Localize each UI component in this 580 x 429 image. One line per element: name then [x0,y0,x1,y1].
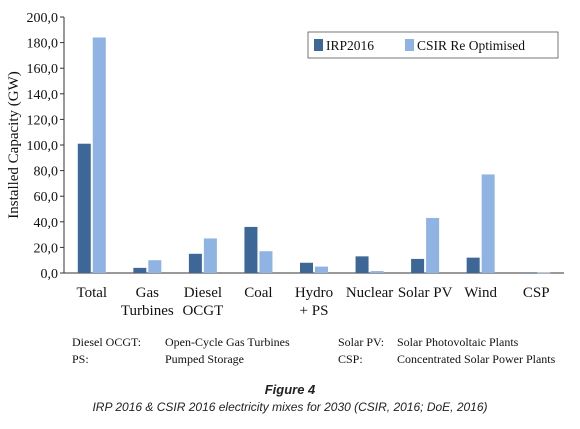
glossary-right: Solar PV: Solar Photovoltaic Plants CSP:… [338,334,555,368]
x-tick-label-line: + PS [300,303,329,319]
y-tick-label: 200,0 [27,11,59,26]
bar-irp2016 [244,226,258,273]
x-tick-label-line: Hydro [295,285,333,301]
bar-csir-re-optimised [426,217,440,273]
x-tick-label-line: Total [76,285,107,301]
bar-irp2016 [77,143,91,273]
bar-irp2016 [133,267,147,273]
glossary-meaning: Open-Cycle Gas Turbines [165,335,290,349]
x-tick-label-line: Nuclear [346,285,393,301]
x-tick-label-line: Solar PV [398,285,453,301]
y-tick-label: 160,0 [27,62,59,77]
x-tick-label-line: Wind [464,285,497,301]
figure-label: Figure 4 [264,382,316,397]
bar-csir-re-optimised [203,238,217,273]
glossary-item: Diesel OCGT: Open-Cycle Gas Turbines [72,334,290,351]
x-tick-label: CSP [523,285,550,301]
legend-label-csir: CSIR Re Optimised [417,38,525,53]
x-tick-label-line: Diesel [184,285,222,301]
bar-irp2016 [355,256,369,273]
bar-csir-re-optimised [370,271,384,273]
bar-irp2016 [411,258,425,273]
x-tick-label: Gas Turbines [121,285,174,319]
x-tick-label-line: Coal [244,285,272,301]
x-tick-label-line: OCGT [182,303,223,319]
x-tick-label-line: Gas [136,285,159,301]
bar-csir-re-optimised [537,272,551,274]
glossary-item: PS: Pumped Storage [72,351,290,368]
bar-csir-re-optimised [92,37,106,274]
glossary-meaning: Concentrated Solar Power Plants [397,352,556,366]
y-tick-label: 80,0 [34,165,59,180]
y-tick-label: 60,0 [34,190,59,205]
bar-csir-re-optimised [315,266,328,273]
legend: IRP2016 CSIR Re Optimised [307,31,559,59]
x-tick-label: Hydro + PS [295,285,333,319]
bar-irp2016 [188,253,202,273]
y-tick-label: 140,0 [27,88,59,103]
bar-csir-re-optimised [481,174,495,273]
glossary-abbr: Solar PV: [338,335,385,349]
figure-caption: IRP 2016 & CSIR 2016 electricity mixes f… [92,400,488,414]
glossary-meaning: Solar Photovoltaic Plants [397,335,519,349]
x-tick-label: Coal [244,285,272,301]
x-tick-label: Solar PV [398,285,453,301]
glossary-item: CSP: Concentrated Solar Power Plants [338,351,555,368]
legend-swatch-csir [405,39,414,51]
bar-irp2016 [300,262,313,273]
y-tick-label: 20,0 [34,241,59,256]
bar-irp2016 [466,257,480,273]
glossary-left: Diesel OCGT: Open-Cycle Gas Turbines PS:… [72,334,290,368]
x-tick-label-line: CSP [523,285,550,301]
legend-swatch-irp2016 [314,39,323,51]
bar-irp2016 [522,272,536,273]
legend-box [307,31,559,59]
legend-label-irp2016: IRP2016 [326,38,374,53]
x-tick-label: Diesel OCGT [182,285,223,319]
y-axis-label: Installed Capacity (GW) [6,71,22,218]
x-tick-label-line: Turbines [121,303,174,319]
y-tick-label: 100,0 [27,139,59,154]
glossary-meaning: Pumped Storage [165,352,244,366]
y-tick-label: 40,0 [34,216,59,231]
glossary-abbr: PS: [72,352,89,366]
x-tick-label: Total [76,285,107,301]
x-tick-label: Wind [464,285,497,301]
y-tick-label: 180,0 [27,37,59,52]
bar-chart: 0,0 20,0 40,0 60,0 80,0 100,0 120,0 140,0 160,0 1… [6,11,564,319]
y-tick-label: 0,0 [41,267,59,282]
bar-csir-re-optimised [148,260,162,273]
x-tick-label: Nuclear [346,285,393,301]
y-tick-label: 120,0 [27,113,59,128]
glossary-abbr: Diesel OCGT: [72,335,142,349]
glossary-abbr: CSP: [338,352,363,366]
glossary-item: Solar PV: Solar Photovoltaic Plants [338,334,555,351]
bar-csir-re-optimised [259,251,273,273]
